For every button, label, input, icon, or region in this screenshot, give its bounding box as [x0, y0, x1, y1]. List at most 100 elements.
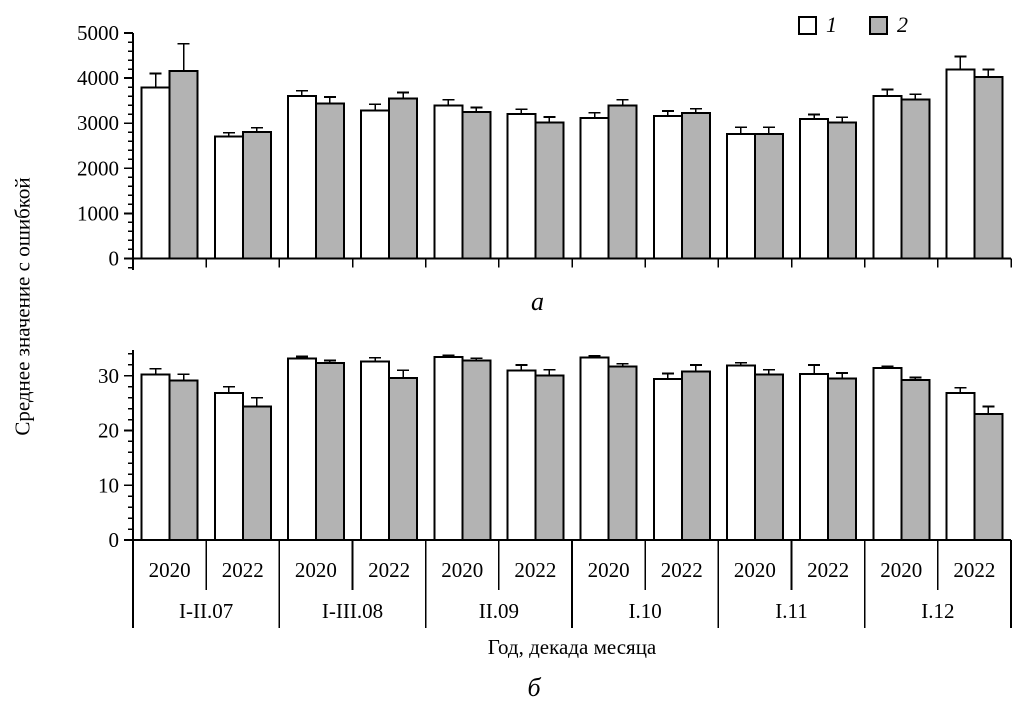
- error-bar: [982, 405, 995, 416]
- bar-series1: [652, 378, 683, 542]
- error-bar: [442, 98, 455, 107]
- period-label: II.09: [479, 599, 519, 623]
- error-bar: [369, 103, 382, 112]
- bars: [140, 354, 1004, 542]
- error-bar: [661, 110, 674, 117]
- bar-series1: [799, 118, 830, 260]
- period-label: I.10: [629, 599, 662, 623]
- y-tick-label: 3000: [77, 111, 119, 135]
- error-bar: [909, 93, 922, 101]
- year-label: 2022: [222, 558, 264, 582]
- error-bar: [588, 355, 601, 359]
- bar-series1: [725, 133, 756, 260]
- y-tick-label: 5000: [77, 21, 119, 45]
- error-bar: [149, 72, 162, 89]
- panel-b-label: б: [527, 673, 541, 702]
- bar-series2: [753, 373, 784, 541]
- y-tick-label: 0: [109, 247, 120, 271]
- error-bar: [543, 368, 556, 377]
- year-label: 2020: [441, 558, 483, 582]
- error-bar: [616, 98, 629, 107]
- bar-series2: [388, 97, 419, 260]
- error-bar: [836, 372, 849, 380]
- y-tick-label: 10: [98, 473, 119, 497]
- bar-series1: [579, 356, 610, 541]
- error-bar: [397, 91, 410, 100]
- error-bar: [881, 365, 894, 370]
- error-bar: [470, 357, 483, 362]
- period-label: I.12: [921, 599, 954, 623]
- error-bar: [762, 126, 775, 135]
- bar-series2: [314, 362, 345, 541]
- error-bar: [543, 115, 556, 124]
- bar-series2: [827, 121, 858, 260]
- bar-series1: [506, 113, 537, 260]
- error-bar: [689, 363, 702, 373]
- error-bar: [470, 106, 483, 113]
- error-bar: [222, 385, 235, 394]
- error-bar: [689, 107, 702, 114]
- bar-series2: [168, 69, 199, 260]
- error-bar: [295, 89, 308, 98]
- bar-series1: [213, 135, 244, 260]
- period-label: I.11: [775, 599, 807, 623]
- error-bar: [222, 131, 235, 138]
- series1-swatch: [798, 15, 817, 35]
- bar-series1: [213, 391, 244, 541]
- series2-swatch: [869, 15, 888, 35]
- error-bar: [616, 362, 629, 368]
- period-label: I-II.07: [179, 599, 233, 623]
- bar-series2: [973, 413, 1004, 542]
- y-axis: 0 1000 2000 3000 4000 5000: [77, 21, 134, 271]
- error-bar: [808, 363, 821, 376]
- bars: [140, 42, 1004, 260]
- y-tick-label: 2000: [77, 156, 119, 180]
- error-bar: [149, 367, 162, 376]
- y-tick-label: 4000: [77, 66, 119, 90]
- year-label: 2020: [295, 558, 337, 582]
- bar-series2: [314, 102, 345, 260]
- bar-series2: [534, 374, 565, 541]
- bar-series1: [799, 373, 830, 541]
- year-label: 2022: [953, 558, 995, 582]
- category-table: 2020 2022 2020 2022 2020 2022 2020 2022 2020 2022…: [132, 540, 1012, 628]
- bar-series2: [827, 377, 858, 541]
- error-bar: [881, 88, 894, 98]
- bar-series2: [461, 359, 492, 541]
- panel-a: 0 1000 2000 3000 4000 5000: [77, 21, 1012, 271]
- year-label: 2020: [734, 558, 776, 582]
- error-bar: [836, 116, 849, 124]
- bar-series1: [433, 356, 464, 541]
- error-bar: [515, 108, 528, 116]
- y-tick-label: 1000: [77, 201, 119, 225]
- x-axis-title: Год, декада месяца: [487, 635, 657, 659]
- error-bar: [397, 369, 410, 379]
- panel-a-label: а: [531, 287, 544, 316]
- bar-series2: [973, 76, 1004, 260]
- bar-series1: [286, 95, 317, 260]
- year-label: 2022: [514, 558, 556, 582]
- bar-series2: [680, 111, 711, 260]
- legend-label-series1: 1: [826, 12, 837, 37]
- error-bar: [250, 126, 263, 134]
- error-bar: [250, 396, 263, 408]
- y-axis: 0 10 20 30: [98, 350, 134, 552]
- bar-series1: [140, 373, 171, 541]
- y-tick-label: 30: [98, 364, 119, 388]
- year-label: 2022: [807, 558, 849, 582]
- bar-series2: [900, 98, 931, 260]
- bar-series1: [433, 104, 464, 260]
- y-tick-label: 0: [109, 528, 120, 552]
- bar-series1: [652, 114, 683, 260]
- year-label: 2022: [661, 558, 703, 582]
- period-label: I-III.08: [322, 599, 383, 623]
- bar-series1: [579, 117, 610, 260]
- legend-item-series2: 2: [869, 14, 908, 36]
- year-label: 2022: [368, 558, 410, 582]
- y-tick-label: 20: [98, 419, 119, 443]
- error-bar: [515, 363, 528, 372]
- error-bar: [442, 354, 455, 359]
- error-bar: [808, 113, 821, 121]
